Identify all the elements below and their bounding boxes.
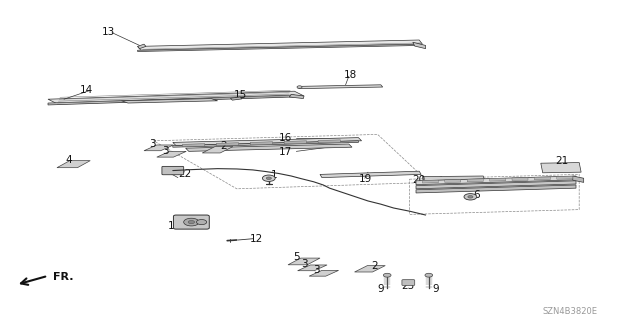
Polygon shape — [288, 258, 320, 265]
Polygon shape — [416, 176, 576, 185]
Text: 5: 5 — [293, 252, 300, 262]
Text: 2: 2 — [371, 260, 378, 271]
Polygon shape — [490, 178, 506, 181]
Polygon shape — [557, 176, 573, 179]
Polygon shape — [541, 163, 581, 173]
FancyBboxPatch shape — [402, 280, 415, 285]
Circle shape — [468, 196, 473, 198]
Polygon shape — [512, 178, 528, 180]
Polygon shape — [413, 42, 426, 49]
Text: 17: 17 — [279, 147, 292, 157]
Circle shape — [266, 177, 271, 180]
Polygon shape — [138, 44, 146, 49]
Polygon shape — [157, 151, 186, 157]
Text: 1: 1 — [271, 170, 277, 180]
Polygon shape — [318, 140, 340, 143]
Polygon shape — [422, 176, 484, 180]
Text: 12: 12 — [250, 234, 262, 244]
Circle shape — [425, 273, 433, 277]
Circle shape — [464, 194, 477, 200]
Text: SZN4B3820E: SZN4B3820E — [542, 307, 597, 316]
Polygon shape — [416, 181, 576, 189]
Text: 21: 21 — [556, 156, 568, 166]
FancyBboxPatch shape — [162, 166, 184, 175]
Polygon shape — [138, 44, 419, 52]
Polygon shape — [144, 145, 173, 151]
Polygon shape — [186, 144, 352, 151]
Polygon shape — [57, 161, 90, 168]
Circle shape — [184, 218, 199, 226]
Text: 6: 6 — [474, 190, 480, 200]
Polygon shape — [309, 270, 339, 276]
Text: FR.: FR. — [53, 272, 74, 283]
Polygon shape — [422, 180, 438, 183]
Text: 23: 23 — [402, 281, 415, 292]
Circle shape — [262, 175, 275, 181]
Text: 9: 9 — [378, 284, 384, 294]
Circle shape — [383, 273, 391, 277]
Circle shape — [188, 220, 195, 224]
Polygon shape — [355, 266, 385, 272]
Text: 19: 19 — [359, 174, 372, 184]
Polygon shape — [416, 185, 576, 193]
Text: 3: 3 — [149, 139, 156, 149]
Text: 9: 9 — [432, 284, 438, 294]
Text: 3: 3 — [313, 265, 319, 275]
Text: 16: 16 — [278, 132, 292, 143]
Polygon shape — [445, 180, 461, 182]
Circle shape — [297, 86, 302, 88]
Polygon shape — [122, 99, 218, 103]
Text: 15: 15 — [234, 90, 246, 100]
Polygon shape — [230, 97, 242, 100]
Polygon shape — [182, 144, 205, 147]
Text: 13: 13 — [102, 27, 115, 37]
Text: 22: 22 — [179, 169, 191, 179]
Text: 3: 3 — [162, 146, 168, 156]
Polygon shape — [138, 40, 422, 50]
Polygon shape — [48, 95, 294, 105]
Text: 4: 4 — [65, 155, 72, 165]
Polygon shape — [320, 171, 421, 178]
Polygon shape — [48, 91, 304, 104]
Polygon shape — [284, 141, 307, 144]
Text: 20: 20 — [412, 175, 426, 186]
Text: 18: 18 — [344, 70, 357, 80]
Circle shape — [196, 220, 207, 225]
Polygon shape — [216, 143, 239, 146]
Polygon shape — [202, 147, 233, 153]
Text: 14: 14 — [80, 84, 93, 95]
Polygon shape — [467, 179, 483, 182]
FancyBboxPatch shape — [173, 215, 209, 229]
Text: 2: 2 — [221, 140, 227, 151]
Polygon shape — [289, 94, 304, 99]
Text: 3: 3 — [301, 259, 308, 269]
Polygon shape — [534, 177, 550, 180]
Polygon shape — [298, 85, 383, 89]
Polygon shape — [173, 138, 362, 146]
Polygon shape — [298, 265, 327, 271]
Text: 11: 11 — [168, 220, 180, 231]
Polygon shape — [250, 142, 273, 145]
Polygon shape — [173, 141, 358, 147]
Polygon shape — [573, 176, 584, 182]
